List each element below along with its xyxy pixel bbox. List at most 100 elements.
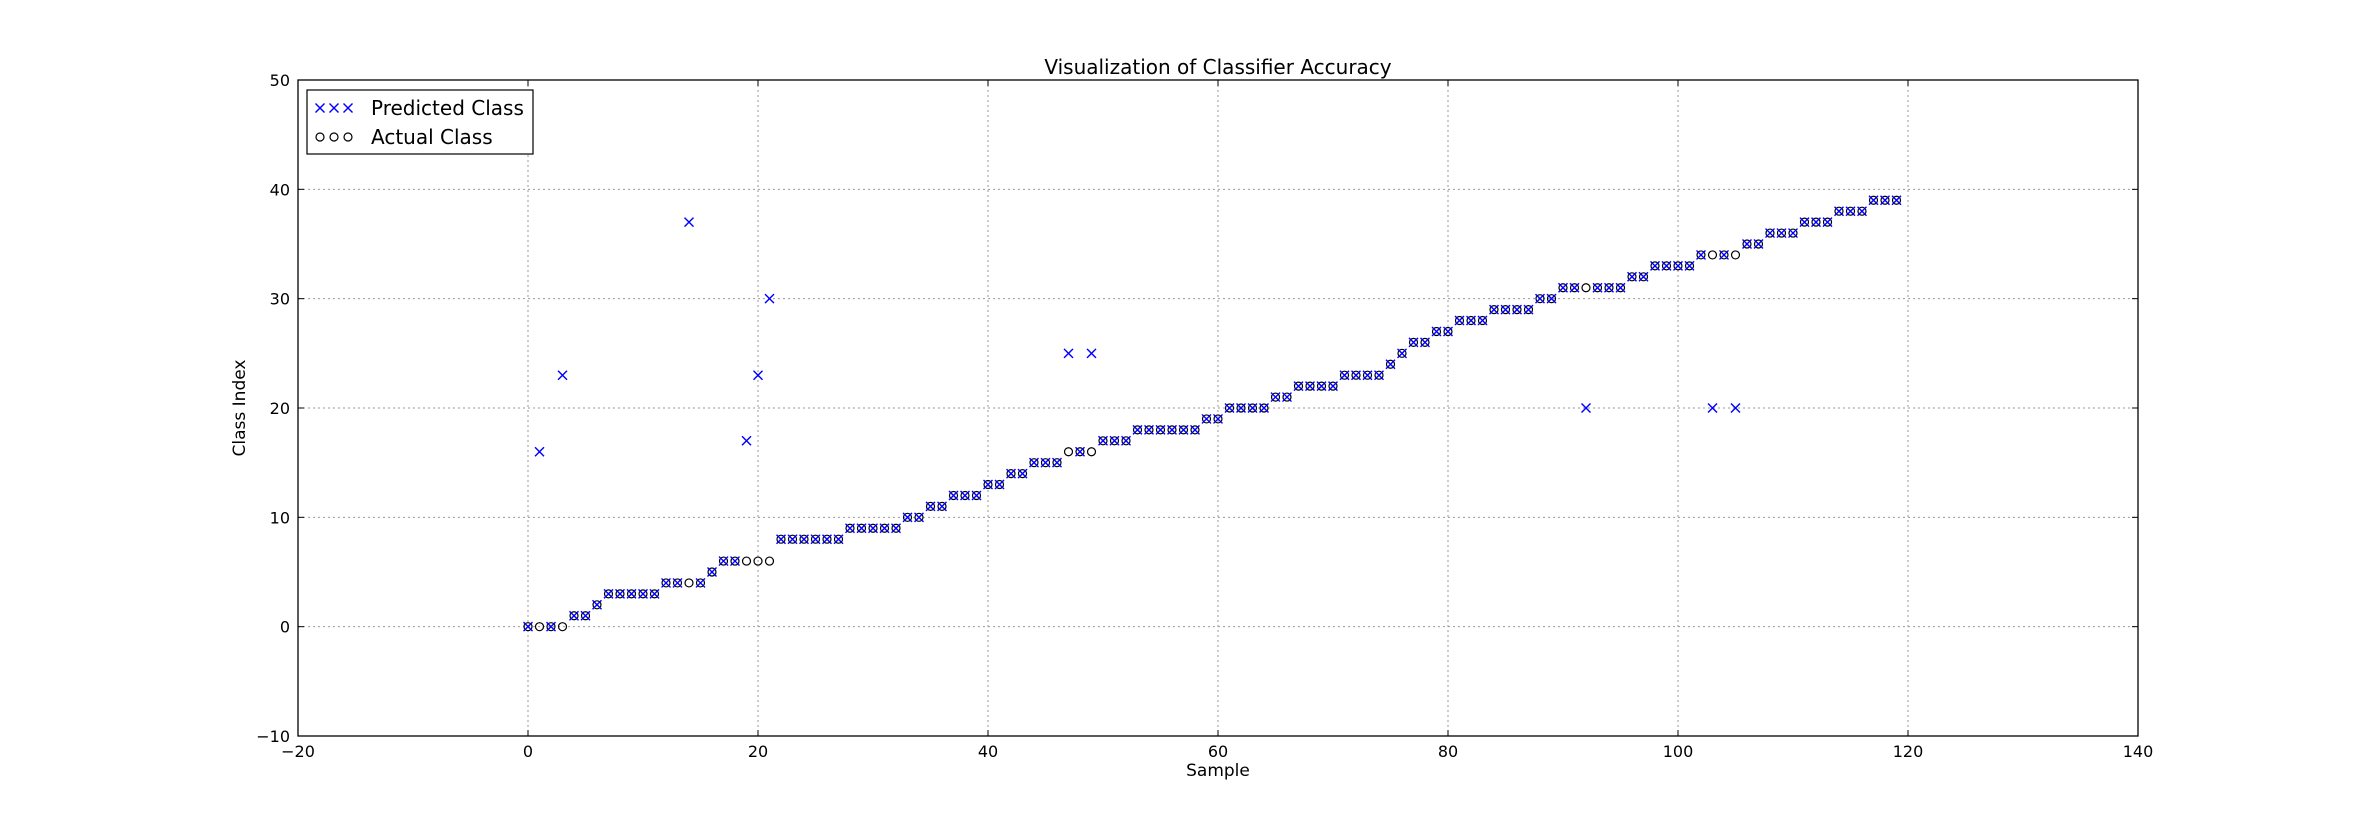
predicted-class-point — [1719, 249, 1729, 260]
actual-class-point — [1466, 315, 1476, 326]
predicted-class-point — [1822, 217, 1833, 228]
actual-class-point — [1017, 469, 1028, 479]
predicted-class-point — [1374, 370, 1384, 381]
predicted-class-point — [1006, 468, 1016, 479]
actual-class-point — [1650, 261, 1660, 271]
actual-class-point — [1270, 392, 1281, 402]
predicted-class-point — [1581, 403, 1591, 413]
actual-class-point — [1086, 447, 1097, 457]
actual-class-point — [1857, 206, 1867, 216]
predicted-class-point — [1213, 413, 1223, 424]
predicted-class-point — [1546, 293, 1557, 304]
actual-class-point — [1282, 392, 1292, 402]
x-tick-label: 40 — [978, 742, 998, 761]
predicted-class-point — [1339, 370, 1350, 381]
predicted-class-point — [925, 501, 936, 512]
predicted-class-point — [1017, 468, 1028, 479]
actual-class-point — [1420, 337, 1430, 347]
legend-marker-predicted — [315, 103, 325, 113]
actual-class-point — [638, 589, 648, 599]
actual-class-point — [649, 589, 660, 599]
predicted-class-point — [1236, 403, 1246, 413]
predicted-class-point — [1282, 392, 1292, 403]
actual-class-point — [971, 490, 982, 501]
actual-class-point — [1408, 337, 1419, 347]
y-tick-label: 30 — [270, 290, 290, 309]
legend-marker-predicted — [329, 103, 339, 113]
predicted-class-point — [615, 588, 625, 599]
predicted-class-point — [672, 577, 683, 588]
actual-class-point — [994, 479, 1005, 490]
predicted-class-point — [638, 588, 648, 599]
predicted-class-point — [971, 490, 982, 501]
predicted-class-point — [776, 534, 786, 545]
x-tick-label: 20 — [748, 742, 768, 761]
actual-class-point — [1834, 206, 1844, 216]
actual-class-point — [1719, 250, 1729, 260]
predicted-class-point — [1891, 195, 1902, 206]
actual-class-point — [1109, 436, 1120, 446]
predicted-class-point — [868, 523, 878, 534]
actual-class-point — [1052, 458, 1062, 468]
actual-class-point — [1581, 283, 1591, 293]
predicted-class-point — [1604, 282, 1614, 293]
x-tick-label: 120 — [1893, 742, 1924, 761]
predicted-class-point — [1523, 304, 1534, 315]
predicted-class-point — [684, 217, 694, 228]
actual-class-point — [1546, 294, 1557, 304]
predicted-class-point — [741, 435, 752, 446]
actual-class-point — [1236, 403, 1246, 413]
predicted-class-point — [580, 610, 591, 621]
predicted-class-point — [856, 523, 867, 534]
predicted-class-point — [753, 370, 763, 381]
predicted-class-point — [1788, 228, 1798, 239]
predicted-class-point — [983, 479, 993, 490]
x-tick-label: 80 — [1438, 742, 1458, 761]
actual-class-point — [1558, 283, 1568, 293]
actual-class-point — [1730, 250, 1741, 260]
predicted-class-point — [1201, 413, 1212, 424]
predicted-class-point — [1144, 424, 1154, 435]
predicted-class-point — [822, 534, 832, 545]
predicted-class-point — [1512, 304, 1522, 315]
predicted-class-point — [833, 534, 844, 545]
predicted-class-point — [1834, 206, 1844, 217]
actual-class-point — [1500, 305, 1511, 315]
actual-class-point — [695, 578, 706, 588]
predicted-class-point — [1673, 260, 1683, 271]
actual-class-point — [1627, 272, 1637, 282]
predicted-class-point — [1408, 337, 1419, 348]
actual-class-point — [948, 490, 959, 501]
predicted-class-point — [1707, 403, 1718, 413]
actual-class-point — [983, 479, 993, 490]
actual-class-point — [718, 556, 729, 566]
predicted-class-point — [1615, 282, 1626, 293]
actual-class-point — [1845, 206, 1856, 216]
predicted-class-point — [1500, 304, 1511, 315]
actual-class-point — [764, 556, 775, 566]
actual-class-point — [1316, 381, 1327, 391]
actual-class-point — [1351, 370, 1361, 380]
predicted-class-point — [1224, 403, 1235, 413]
actual-class-point — [1040, 458, 1051, 468]
actual-class-point — [1144, 425, 1154, 435]
predicted-class-point — [1259, 403, 1269, 413]
legend-label: Predicted Class — [371, 96, 524, 120]
actual-class-point — [592, 600, 602, 610]
predicted-class-point — [960, 490, 970, 501]
actual-class-point — [879, 523, 890, 533]
predicted-class-point — [1776, 228, 1787, 239]
y-tick-label: 20 — [270, 399, 290, 418]
actual-class-point — [523, 622, 533, 632]
chart-title: Visualization of Classifier Accuracy — [1044, 55, 1391, 79]
actual-class-point — [891, 523, 901, 533]
actual-class-point — [1592, 283, 1603, 293]
predicted-class-point — [845, 523, 855, 534]
actual-class-point — [684, 578, 694, 588]
actual-class-point — [1799, 217, 1810, 227]
predicted-class-point — [787, 534, 798, 545]
y-tick-label: 10 — [270, 508, 290, 527]
legend: Predicted Class Actual Class — [306, 89, 534, 155]
predicted-class-point — [1052, 457, 1062, 468]
actual-class-point — [1374, 370, 1384, 380]
